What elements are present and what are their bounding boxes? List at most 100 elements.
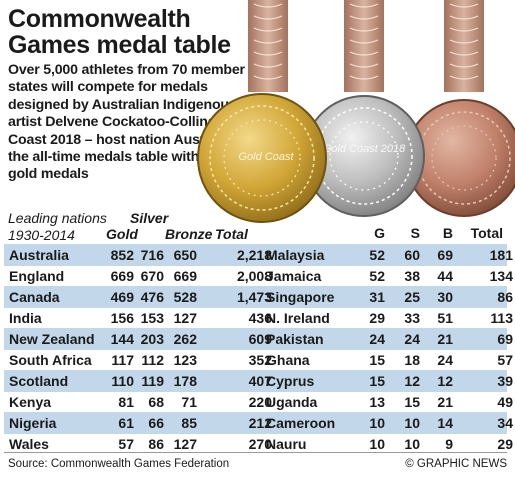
nation-name: Australia xyxy=(9,247,69,263)
total-count: 352 xyxy=(248,352,272,368)
col-gold-header: Gold xyxy=(106,226,138,242)
leading-nations-label: Leading nations 1930-2014 xyxy=(8,210,107,244)
gold-count: 852 xyxy=(110,247,134,263)
col-s-header: S xyxy=(410,225,420,241)
total-count: 39 xyxy=(497,373,513,389)
gold-count: 13 xyxy=(369,394,385,410)
col-g-header: G xyxy=(374,225,385,241)
silver-medal-text: Gold Coast 2018 xyxy=(323,143,406,155)
total-count: 270 xyxy=(248,436,272,452)
gold-count: 29 xyxy=(369,310,385,326)
total-count: 29 xyxy=(497,436,513,452)
gold-count: 81 xyxy=(118,394,134,410)
nation-name: England xyxy=(9,268,65,284)
nation-name: Singapore xyxy=(266,289,335,305)
nation-name: Kenya xyxy=(9,394,52,410)
silver-medal: Gold Coast 2018 xyxy=(303,95,425,217)
bronze-count: 127 xyxy=(173,310,197,326)
bronze-count: 262 xyxy=(173,331,197,347)
silver-count: 119 xyxy=(141,373,164,389)
silver-count: 33 xyxy=(404,310,420,326)
nation-name: Cyprus xyxy=(266,373,315,389)
col-bronze-header: Bronze xyxy=(165,226,213,242)
silver-count: 203 xyxy=(140,331,164,347)
silver-count: 716 xyxy=(140,247,164,263)
bronze-count: 30 xyxy=(437,289,453,305)
credit-note: © GRAPHIC NEWS xyxy=(405,458,507,470)
source-note: Source: Commonwealth Games Federation xyxy=(8,458,230,470)
total-count: 2,218 xyxy=(236,247,272,263)
silver-count: 38 xyxy=(404,268,420,284)
total-count: 34 xyxy=(497,415,513,431)
bronze-count: 71 xyxy=(181,394,197,410)
silver-count: 68 xyxy=(148,394,164,410)
nation-name: Ghana xyxy=(266,352,310,368)
col-total-right-header: Total xyxy=(470,225,503,241)
nation-name: Uganda xyxy=(266,394,318,410)
bronze-count: 123 xyxy=(173,352,197,368)
total-count: 134 xyxy=(489,268,513,284)
total-count: 113 xyxy=(490,310,513,326)
nation-name: South Africa xyxy=(9,352,92,368)
silver-count: 18 xyxy=(404,352,420,368)
page-title: Commonwealth Games medal table xyxy=(8,6,248,58)
gold-count: 10 xyxy=(369,415,385,431)
gold-count: 144 xyxy=(110,331,134,347)
gold-count: 156 xyxy=(110,310,134,326)
bronze-count: 21 xyxy=(437,394,453,410)
total-count: 49 xyxy=(497,394,513,410)
bronze-count: 69 xyxy=(437,247,453,263)
gold-count: 24 xyxy=(369,331,385,347)
total-count: 1,473 xyxy=(236,289,272,305)
bronze-count: 44 xyxy=(437,268,453,284)
bronze-count: 528 xyxy=(173,289,197,305)
total-count: 57 xyxy=(497,352,513,368)
nation-name: N. Ireland xyxy=(266,310,330,326)
footer-divider xyxy=(4,452,507,453)
col-b-header: B xyxy=(442,225,453,241)
intro-text: Over 5,000 athletes from 70 member state… xyxy=(8,62,267,183)
nation-name: Pakistan xyxy=(266,331,324,347)
bronze-count: 9 xyxy=(445,436,453,452)
total-count: 407 xyxy=(248,373,272,389)
silver-count: 153 xyxy=(140,310,164,326)
silver-ribbon xyxy=(344,0,384,92)
gold-medal-text: Gold Coast xyxy=(238,151,294,163)
bronze-count: 12 xyxy=(437,373,453,389)
total-count: 609 xyxy=(248,331,272,347)
silver-count: 12 xyxy=(404,373,420,389)
nation-name: Nigeria xyxy=(9,415,57,431)
row-band xyxy=(4,370,507,392)
total-count: 220 xyxy=(248,394,272,410)
gold-count: 15 xyxy=(369,373,385,389)
nation-name: Cameroon xyxy=(266,415,336,431)
silver-count: 10 xyxy=(404,436,420,452)
gold-count: 110 xyxy=(111,373,134,389)
gold-count: 31 xyxy=(369,289,385,305)
gold-count: 669 xyxy=(110,268,134,284)
col-total-header: Total xyxy=(215,226,248,242)
gold-count: 469 xyxy=(110,289,134,305)
gold-count: 15 xyxy=(369,352,385,368)
row-band xyxy=(4,286,507,308)
bronze-count: 178 xyxy=(173,373,197,389)
title-line-2: Games medal table xyxy=(8,31,231,59)
bronze-count: 21 xyxy=(437,331,453,347)
total-count: 2,008 xyxy=(236,268,272,284)
row-band xyxy=(4,412,507,434)
gold-count: 61 xyxy=(118,415,134,431)
col-silver-header: Silver xyxy=(130,210,169,226)
leading-line-1: Leading nations xyxy=(8,210,107,226)
row-band xyxy=(4,244,507,266)
gold-count: 52 xyxy=(369,247,385,263)
silver-count: 670 xyxy=(140,268,164,284)
nation-name: Jamaica xyxy=(266,268,322,284)
gold-count: 52 xyxy=(369,268,385,284)
bronze-count: 24 xyxy=(437,352,453,368)
title-line-1: Commonwealth xyxy=(8,5,191,33)
nation-name: India xyxy=(9,310,42,326)
bronze-ribbon xyxy=(444,0,484,92)
leading-line-2: 1930-2014 xyxy=(8,227,75,243)
total-count: 212 xyxy=(248,415,272,431)
silver-count: 66 xyxy=(148,415,164,431)
